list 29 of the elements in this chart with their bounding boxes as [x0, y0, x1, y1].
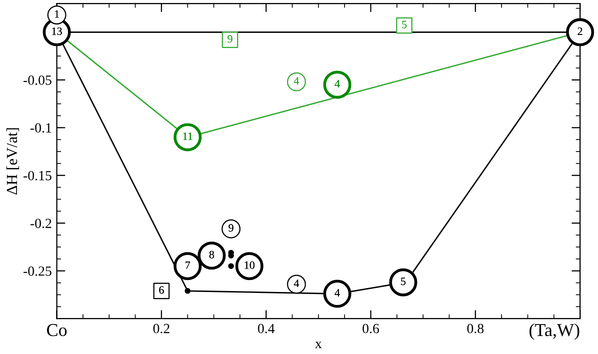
y-tick-label: -0.2 [30, 218, 52, 228]
x-tick-label: Co [47, 324, 67, 336]
x-tick-label: 0.8 [467, 324, 484, 334]
annotation: 13 [52, 27, 62, 35]
x-tick-label: (Ta,W) [529, 323, 580, 340]
annotation: 9 [228, 224, 234, 232]
annotation: 1 [55, 10, 59, 18]
y-tick-label: -0.1 [30, 123, 52, 133]
y-tick-label: -0.05 [24, 76, 52, 85]
x-tick-label: 0.6 [362, 324, 380, 334]
annotation: 8 [209, 250, 214, 258]
annotation: 5 [402, 20, 407, 28]
annotation: 10 [244, 261, 254, 269]
annotation: 4 [294, 77, 300, 84]
annotation: 7 [186, 261, 190, 269]
y-tick-label: -0.15 [24, 170, 52, 180]
annotation: 11 [183, 132, 192, 140]
annotation: 6 [159, 286, 164, 294]
y-tick-label: -0.25 [24, 266, 52, 276]
annotation: 4 [334, 80, 340, 88]
y-axis-title: ΔH [eV/at] [6, 128, 20, 194]
x-tick-label: 0.4 [258, 324, 275, 334]
annotation: 2 [578, 27, 582, 35]
annotation: 4 [334, 289, 340, 296]
x-tick-label: 0.2 [153, 324, 170, 334]
annotation: 5 [401, 278, 406, 286]
annotation: 9 [228, 35, 232, 43]
x-axis-title: x [315, 342, 322, 348]
annotation: 4 [294, 280, 300, 287]
